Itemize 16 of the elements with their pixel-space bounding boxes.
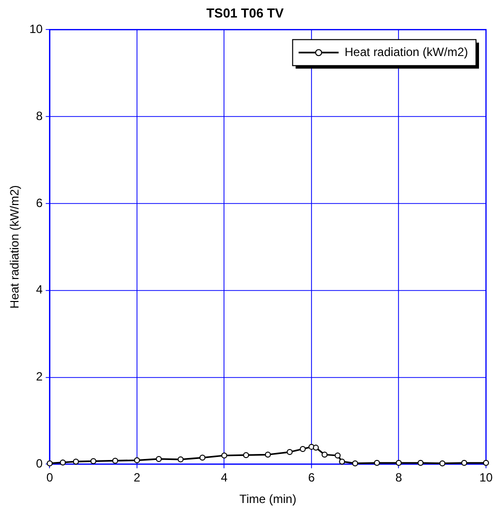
- y-tick-label: 2: [36, 370, 44, 384]
- chart-title: TS01 T06 TV: [206, 5, 284, 20]
- x-tick-label: 10: [479, 470, 493, 485]
- y-axis-title: Heat radiation (kW/m2): [8, 185, 22, 309]
- y-tick-label: 10: [29, 22, 44, 36]
- y-tick-label: 6: [36, 196, 44, 210]
- x-tick-label: 6: [308, 470, 316, 485]
- x-tick-label: 8: [395, 470, 402, 485]
- x-tick-label: 0: [46, 470, 54, 485]
- y-tick-label: 8: [36, 108, 44, 123]
- y-tick-label: 0: [36, 456, 44, 471]
- x-tick-label: 2: [134, 470, 141, 485]
- x-axis-title: Time (min): [239, 492, 296, 506]
- y-tick-label: 4: [36, 282, 44, 297]
- legend-label: Heat radiation (kW/m2): [344, 44, 468, 59]
- x-tick-label: 4: [220, 470, 228, 485]
